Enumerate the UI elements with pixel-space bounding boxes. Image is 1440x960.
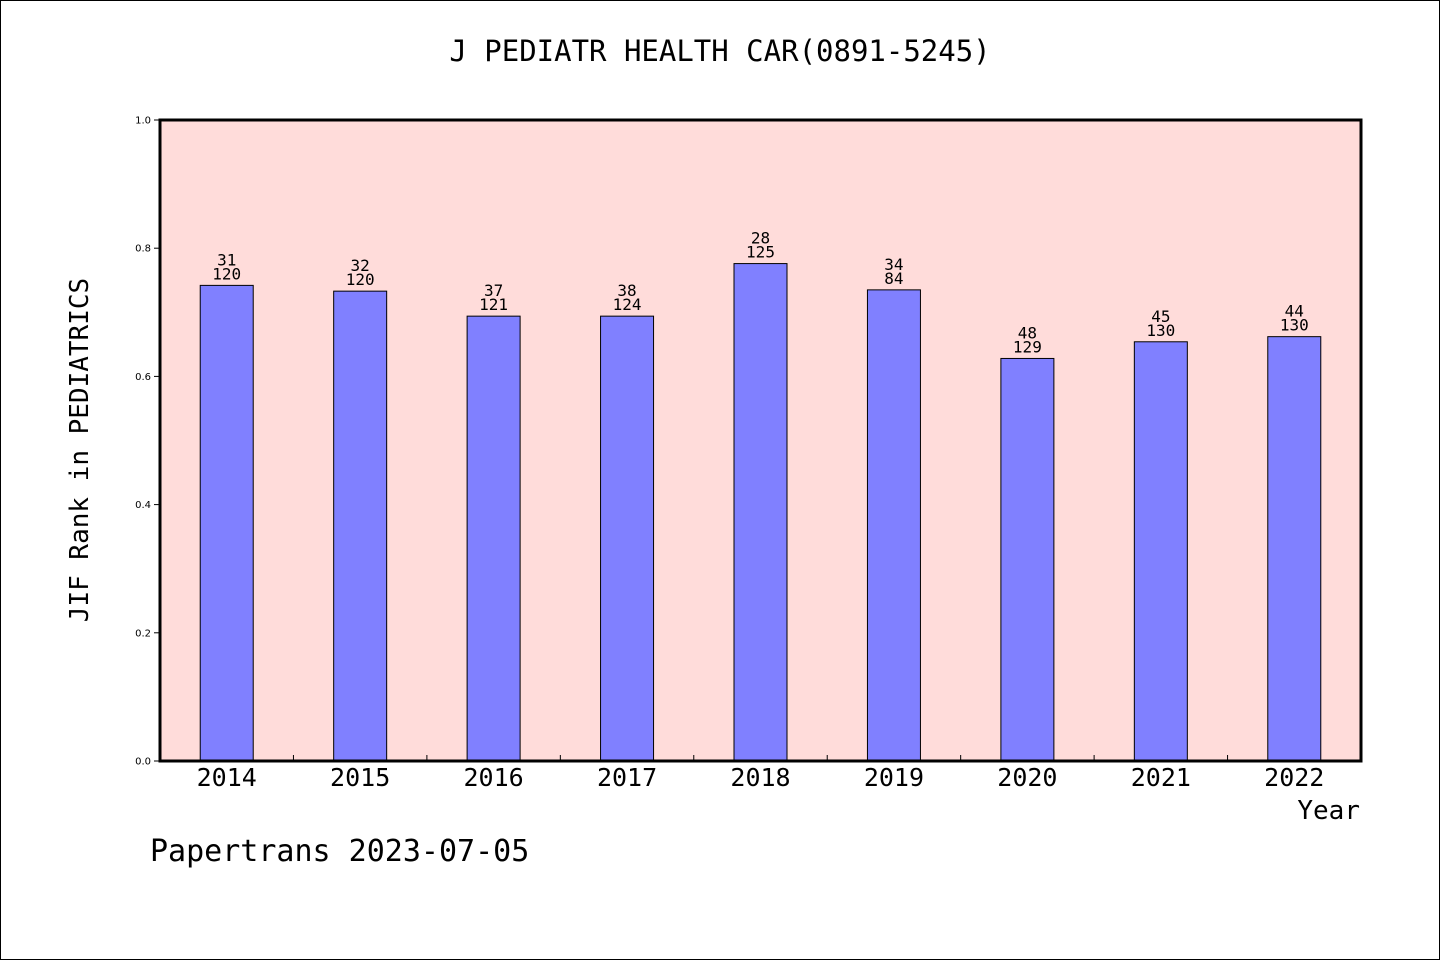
bar-total-label: 121 [479,295,508,314]
y-tick-label: 0.8 [135,244,151,255]
bar-rank-label: 48 [1018,323,1037,342]
x-tick-label: 2018 [730,763,790,792]
bar-total-label: 130 [1146,321,1175,340]
bar-rank-label: 34 [884,255,903,274]
x-tick-label: 2019 [864,763,924,792]
x-tick-label: 2017 [597,763,657,792]
bar [1267,336,1322,762]
bar-rank-label: 44 [1285,302,1304,321]
x-tick-label: 2016 [464,763,524,792]
bar-rank-label: 32 [351,256,370,275]
bar-total-label: 124 [613,295,642,314]
y-tick-label: 1.0 [135,116,151,127]
plot-border [158,118,1363,763]
y-tick-label: 0.0 [135,757,151,768]
x-tick-label: 2021 [1131,763,1191,792]
bar-total-label: 120 [346,270,375,289]
bar [733,263,788,762]
bar [333,290,388,762]
bar [466,315,521,762]
y-tick-label: 0.2 [135,628,151,639]
bar [1000,357,1055,762]
chart-title: J PEDIATR HEALTH CAR(0891-5245) [449,34,991,68]
x-tick-label: 2015 [330,763,390,792]
bar-rank-label: 28 [751,229,770,248]
bar-total-label: 129 [1013,337,1042,356]
bar-total-label: 130 [1280,316,1309,335]
bar-rank-label: 38 [617,281,636,300]
bar-rank-label: 31 [217,250,236,269]
bar [866,289,921,762]
bar-total-label: 120 [212,264,241,283]
bar [1133,341,1188,762]
y-axis-label: JIF Rank in PEDIATRICS [65,277,95,623]
x-tick-label: 2020 [997,763,1057,792]
x-tick-label: 2022 [1264,763,1324,792]
bar-total-label: 125 [746,243,775,262]
bar [600,315,655,762]
footer-credit: Papertrans 2023-07-05 [150,834,530,869]
x-axis-label: Year [1297,796,1360,826]
bar-rank-label: 37 [484,281,503,300]
x-tick-label: 2014 [197,763,257,792]
bar-rank-label: 45 [1151,307,1170,326]
y-tick-label: 0.4 [135,500,151,511]
bar [199,284,254,762]
bar-total-label: 84 [884,269,903,288]
y-tick-label: 0.6 [135,372,151,383]
